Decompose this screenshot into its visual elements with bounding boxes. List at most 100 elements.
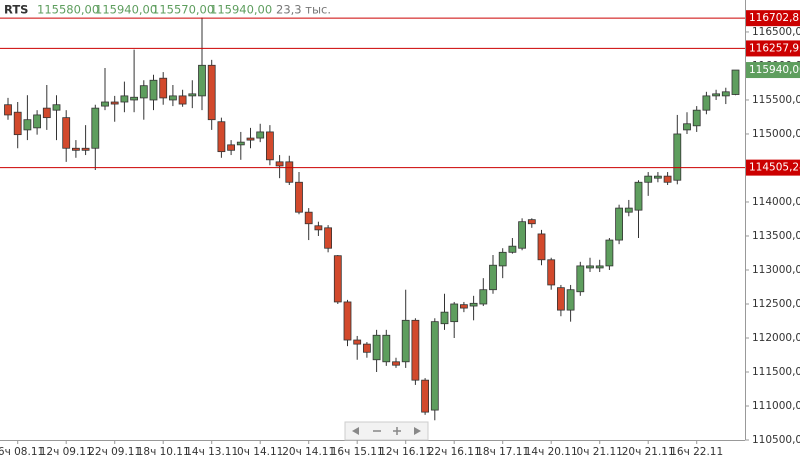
candle-body xyxy=(450,303,459,323)
candle-body xyxy=(256,131,265,139)
high-value: 115940,00 xyxy=(95,3,157,17)
x-tick-label: 20ч 14.11 xyxy=(282,446,335,458)
candle-body xyxy=(595,265,604,269)
candle-body xyxy=(421,379,430,413)
x-tick-label: 20ч 21.11 xyxy=(622,446,675,458)
x-tick-label: 16ч 22.11 xyxy=(670,446,723,458)
candle-body xyxy=(527,219,536,225)
candle-body xyxy=(178,95,187,105)
candle-body xyxy=(353,339,362,345)
candle-body xyxy=(566,289,575,311)
x-tick-label: 14ч 20.11 xyxy=(525,446,578,458)
candle-body xyxy=(130,96,139,101)
candle-body xyxy=(654,175,662,179)
candle-body xyxy=(712,93,720,97)
candle-body xyxy=(159,77,168,99)
candle-body xyxy=(275,161,284,167)
candle-body xyxy=(285,161,294,183)
x-tick-label: 12ч 16.11 xyxy=(379,446,432,458)
candle-body xyxy=(692,109,701,127)
candle-body xyxy=(673,133,682,181)
candle-body xyxy=(382,334,391,363)
candle-body xyxy=(702,95,711,111)
candle-body xyxy=(217,121,226,153)
candle-body xyxy=(537,233,546,261)
candle-body xyxy=(731,69,740,95)
candle-body xyxy=(91,107,100,149)
x-tick-label: 18ч 17.11 xyxy=(476,446,529,458)
close-value: 115940,00 xyxy=(210,3,272,17)
candle-body xyxy=(198,64,206,97)
candle-body xyxy=(62,117,71,149)
candle-body xyxy=(4,104,12,116)
plot xyxy=(4,17,740,421)
level-label-bg xyxy=(746,10,800,27)
scroll-controls xyxy=(344,421,429,441)
candle-body xyxy=(401,319,410,363)
x-tick-label: 0ч 21.11 xyxy=(577,446,623,458)
candle-body xyxy=(52,104,61,111)
scroll-left-button[interactable] xyxy=(346,423,366,439)
x-tick-label: 14ч 13.11 xyxy=(185,446,238,458)
x-tick-label: 0ч 14.11 xyxy=(237,446,283,458)
y-tick-label: 113500,00 xyxy=(752,230,800,242)
candle-body xyxy=(557,287,565,311)
candle-body xyxy=(33,114,41,129)
y-tick-label: 110500,00 xyxy=(752,434,800,446)
candle-body xyxy=(23,119,32,131)
symbol: RTS xyxy=(4,3,28,17)
candle-body xyxy=(440,311,449,325)
candle-body xyxy=(634,181,643,211)
candle-body xyxy=(168,95,177,101)
candle-body xyxy=(343,301,352,341)
candle-body xyxy=(42,107,51,119)
candle-body xyxy=(459,304,468,309)
candle-body xyxy=(188,93,197,97)
x-tick-label: 18ч 10.11 xyxy=(137,446,190,458)
candle-body xyxy=(479,289,488,305)
zoom-out-button[interactable] xyxy=(367,423,387,439)
candle-body xyxy=(72,147,80,151)
candle-body xyxy=(489,264,497,291)
candle-body xyxy=(236,141,245,146)
candle-body xyxy=(227,144,236,151)
candle-body xyxy=(392,361,400,366)
y-tick-label: 115000,00 xyxy=(752,128,800,140)
x-tick-label: 22ч 09.11 xyxy=(88,446,141,458)
scroll-right-button[interactable] xyxy=(407,423,427,439)
zoom-in-button[interactable] xyxy=(387,423,407,439)
candle-body xyxy=(518,221,526,249)
candle-body xyxy=(139,85,148,99)
level-label-bg xyxy=(746,40,800,57)
candle-body xyxy=(576,265,585,293)
candle-body xyxy=(430,321,439,411)
candle-body xyxy=(411,319,420,381)
candle-body xyxy=(120,95,129,103)
candle-body xyxy=(615,207,623,241)
candle-body xyxy=(295,181,303,213)
level-label: 116702,87 xyxy=(749,12,800,24)
low-value: 115570,00 xyxy=(152,3,214,17)
volume-value: 23,3 тыс. xyxy=(276,3,331,17)
y-tick-label: 116500,00 xyxy=(752,26,800,38)
x-tick-label: 22ч 16.11 xyxy=(428,446,481,458)
level-label: 116257,95 xyxy=(749,42,800,54)
candle-body xyxy=(314,225,323,231)
y-tick-label: 111000,00 xyxy=(752,400,800,412)
level-label: 114505,24 xyxy=(749,162,800,174)
candle-body xyxy=(101,101,109,107)
candle-body xyxy=(304,211,313,225)
candle-body xyxy=(683,123,691,131)
candle-body xyxy=(265,131,274,161)
candle-body xyxy=(498,251,507,267)
open-value: 115580,00 xyxy=(37,3,99,17)
candle-body xyxy=(333,255,342,303)
candle-body xyxy=(663,175,672,183)
candle-body xyxy=(110,101,119,105)
candle-body xyxy=(644,175,653,183)
level-label-bg xyxy=(746,159,800,176)
y-tick-label: 112000,00 xyxy=(752,332,800,344)
candle-body xyxy=(149,79,158,101)
